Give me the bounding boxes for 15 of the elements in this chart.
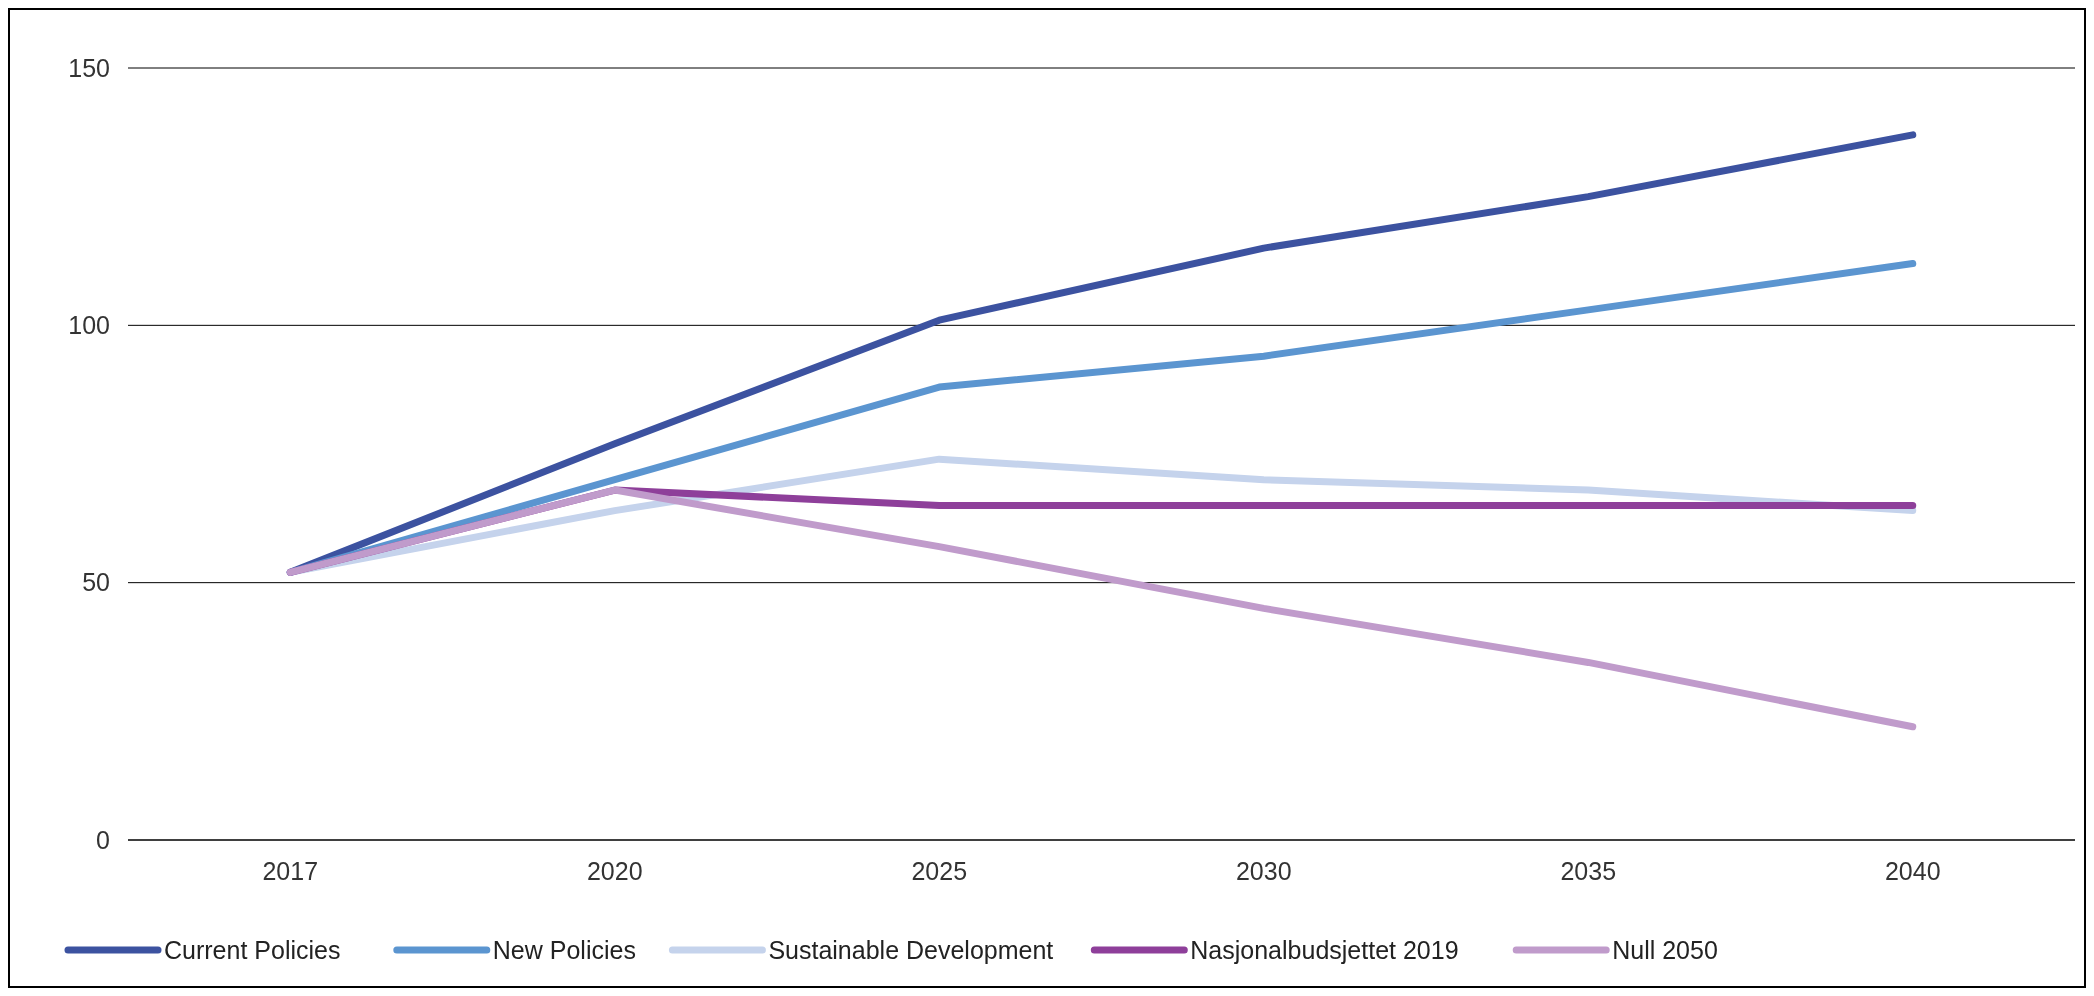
x-tick-label: 2040: [1884, 857, 1941, 885]
legend-label: Nasjonalbudsjettet 2019: [1190, 935, 1459, 964]
y-tick-label: 50: [82, 568, 110, 597]
x-tick-label: 2025: [911, 857, 968, 885]
legend-label: Current Policies: [164, 935, 341, 964]
legend-label: Null 2050: [1612, 935, 1718, 964]
x-tick-label: 2035: [1560, 857, 1617, 885]
y-tick-label: 150: [68, 53, 110, 82]
legend-label: New Policies: [492, 935, 636, 964]
y-tick-label: 100: [68, 311, 110, 340]
y-tick-label: 0: [96, 825, 110, 854]
x-tick-label: 2030: [1235, 857, 1292, 885]
x-tick-label: 2020: [586, 857, 643, 885]
legend-label: Sustainable Development: [768, 935, 1054, 964]
x-tick-label: 2017: [262, 857, 319, 885]
